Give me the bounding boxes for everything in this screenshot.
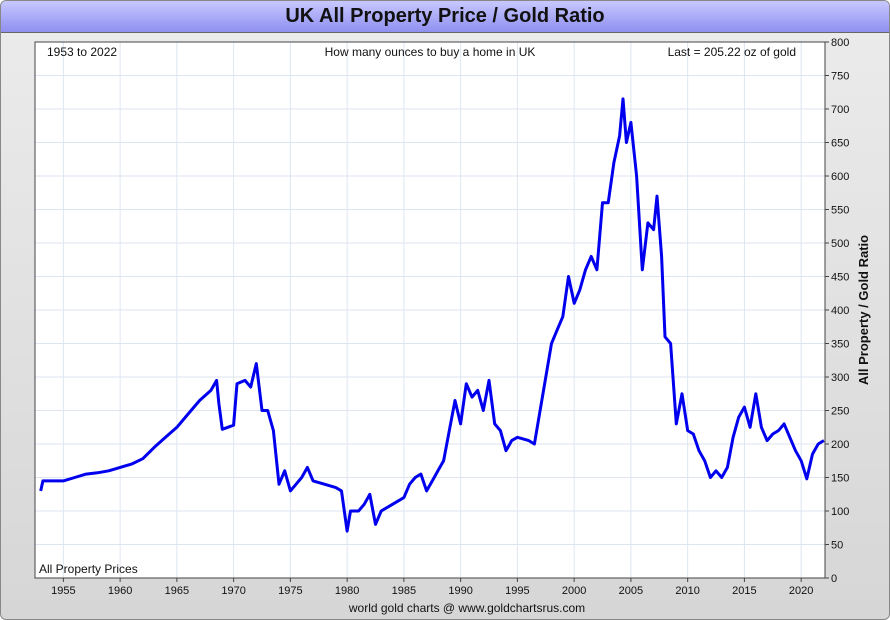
x-tick-label: 1970 [221, 585, 245, 597]
y-tick-label: 250 [831, 406, 849, 418]
x-tick-label: 2015 [732, 585, 756, 597]
y-tick-label: 400 [831, 305, 849, 317]
chart-title: UK All Property Price / Gold Ratio [1, 1, 889, 33]
y-tick-label: 700 [831, 104, 849, 116]
x-tick-label: 2000 [562, 585, 586, 597]
y-tick-label: 200 [831, 439, 849, 451]
x-tick-label: 1990 [448, 585, 472, 597]
y-tick-label: 0 [831, 573, 837, 585]
legend-label: All Property Prices [39, 562, 138, 576]
annotation: Last = 205.22 oz of gold [668, 45, 796, 59]
annotation: 1953 to 2022 [47, 45, 117, 59]
y-tick-label: 350 [831, 339, 849, 351]
y-tick-label: 50 [831, 540, 843, 552]
x-tick-label: 1995 [505, 585, 529, 597]
y-tick-label: 450 [831, 272, 849, 284]
y-tick-label: 550 [831, 205, 849, 217]
x-tick-label: 2010 [675, 585, 699, 597]
x-tick-label: 1975 [278, 585, 302, 597]
y-tick-label: 650 [831, 138, 849, 150]
y-tick-label: 500 [831, 238, 849, 250]
x-tick-label: 2005 [619, 585, 643, 597]
y-tick-label: 600 [831, 171, 849, 183]
x-tick-label: 1965 [165, 585, 189, 597]
x-tick-label: 1985 [392, 585, 416, 597]
y-tick-label: 100 [831, 506, 849, 518]
y-tick-label: 800 [831, 37, 849, 49]
subtitle: How many ounces to buy a home in UK [325, 45, 536, 59]
plot-border [34, 41, 826, 579]
y-axis-label: All Property / Gold Ratio [856, 235, 871, 385]
x-tick-label: 1960 [108, 585, 132, 597]
x-tick-label: 2020 [789, 585, 813, 597]
y-tick-label: 150 [831, 473, 849, 485]
footer: world gold charts @ www.goldchartsrus.co… [348, 601, 585, 615]
x-tick-label: 1955 [51, 585, 75, 597]
data-line [39, 97, 825, 533]
y-tick-label: 300 [831, 372, 849, 384]
x-tick-label: 1980 [335, 585, 359, 597]
y-tick-label: 750 [831, 71, 849, 83]
